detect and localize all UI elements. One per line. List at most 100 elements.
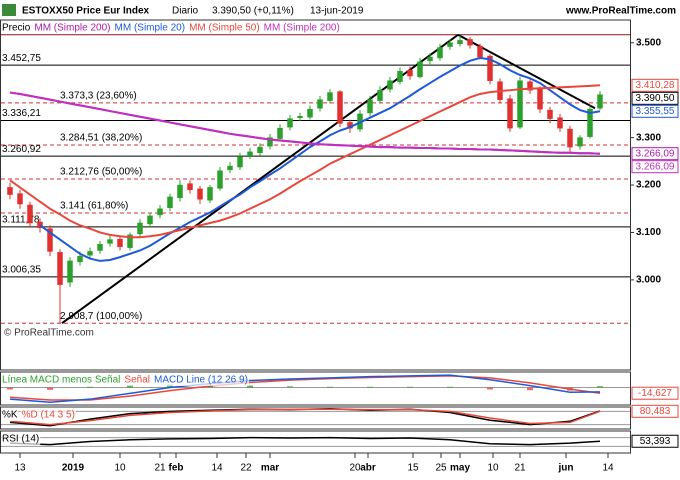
value-box-label: 3.390,50 [636, 93, 675, 104]
candle-body [467, 39, 473, 46]
value-box [631, 386, 679, 400]
candle-body [87, 251, 93, 256]
candle-body [97, 244, 103, 251]
value-box [631, 147, 679, 161]
level-label: 3.111,78 [2, 215, 40, 226]
candle-body [437, 47, 443, 59]
candle-body [537, 88, 543, 110]
histogram-bar [367, 386, 373, 388]
level-label: 2.908,7 (100,00%) [60, 311, 142, 322]
histogram-bar [597, 386, 603, 388]
x-tick-label: feb [169, 463, 184, 474]
histogram-bar [327, 386, 333, 388]
x-tick-label: 22 [240, 463, 252, 474]
ma-line [39, 56, 601, 262]
app-icon [2, 4, 16, 16]
candle-body [387, 80, 393, 90]
candle-body [137, 222, 143, 235]
x-tick-label: abr [360, 463, 376, 474]
indicator-legend: MACD Line (12 26 9) [154, 375, 248, 386]
x-tick-label: mar [261, 463, 279, 474]
candle-body [397, 70, 403, 82]
x-tick-label: 2019 [62, 463, 85, 474]
histogram-bar [247, 385, 253, 388]
candle-body [37, 221, 43, 228]
x-tick-label: 21 [514, 463, 526, 474]
legend-bg [1, 374, 122, 386]
legend-bg [123, 374, 151, 386]
candle-body [457, 40, 463, 44]
value-box [631, 104, 679, 118]
indicator-legend: Línea MACD menos Señal [2, 375, 120, 386]
candle-body [187, 183, 193, 191]
value-box [631, 91, 679, 105]
legend-entry: MM (Simple 50) [189, 23, 260, 34]
candle-body [177, 184, 183, 199]
candle-body [117, 238, 123, 247]
watermark: © ProRealTime.com [4, 328, 94, 339]
value-box-label: 3.266,09 [636, 161, 675, 172]
histogram-bar [407, 386, 413, 388]
level-label: 3.212,76 (50,00%) [60, 167, 142, 178]
histogram-bar [127, 384, 133, 388]
x-tick-label: 21 [154, 463, 166, 474]
candle-body [157, 208, 163, 216]
candle-body [417, 61, 423, 78]
indicator-legend: RSI (14) [2, 434, 39, 445]
indicator-line [9, 375, 601, 401]
level-label: 3.260,92 [2, 144, 41, 155]
histogram-bar [7, 387, 13, 390]
candle-body [487, 55, 493, 81]
candle-body [17, 193, 23, 205]
candle-body [237, 156, 243, 168]
candle-body [27, 204, 33, 224]
candle-body [327, 92, 333, 101]
value-box-label: 53,393 [640, 436, 671, 447]
candle-body [217, 170, 223, 189]
y-tick-label: 3.200 [636, 180, 661, 191]
candle-body [167, 196, 173, 209]
candle-body [447, 42, 453, 47]
candle-body [7, 187, 13, 195]
header-site: www.ProRealTime.com [565, 6, 676, 17]
header-last: 3.390,50 (+0,11%) [212, 6, 294, 17]
value-box-label: 3.355,55 [636, 106, 675, 117]
legend-bg [1, 409, 19, 421]
value-box [631, 434, 679, 448]
value-box [631, 78, 679, 92]
x-tick-label: 25 [435, 463, 447, 474]
candle-body [247, 151, 253, 156]
ma-line [9, 91, 601, 155]
candle-body [567, 128, 573, 148]
x-tick-label: may [450, 463, 470, 474]
candle-body [287, 118, 293, 128]
candle-body [147, 215, 153, 225]
level-label: 3.006,35 [2, 265, 41, 276]
level-label: 3.284,51 (38,20%) [60, 133, 142, 144]
legend-entry: MM (Simple 200) [34, 23, 110, 34]
value-box [631, 404, 679, 418]
candle-body [77, 255, 83, 263]
candle-body [557, 117, 563, 129]
candle-body [107, 239, 113, 244]
value-box-label: 3.266,09 [636, 148, 675, 159]
candle-body [527, 81, 533, 91]
level-label: 3.452,75 [2, 53, 41, 64]
candle-body [337, 91, 343, 124]
x-tick-label: 10 [114, 463, 126, 474]
header-date: 13-jun-2019 [310, 6, 364, 17]
candle-body [367, 99, 373, 114]
indicator-line [9, 436, 601, 446]
indicator-legend: %D (14 3 5) [22, 410, 75, 421]
x-tick-label: 20 [349, 463, 361, 474]
candle-body [587, 108, 593, 137]
candle-body [577, 137, 583, 147]
y-tick-label: 3.100 [636, 227, 661, 238]
candle-body [207, 187, 213, 201]
candle-body [277, 127, 283, 139]
candle-body [67, 260, 73, 283]
histogram-bar [527, 387, 533, 391]
legend-bg [1, 433, 41, 445]
